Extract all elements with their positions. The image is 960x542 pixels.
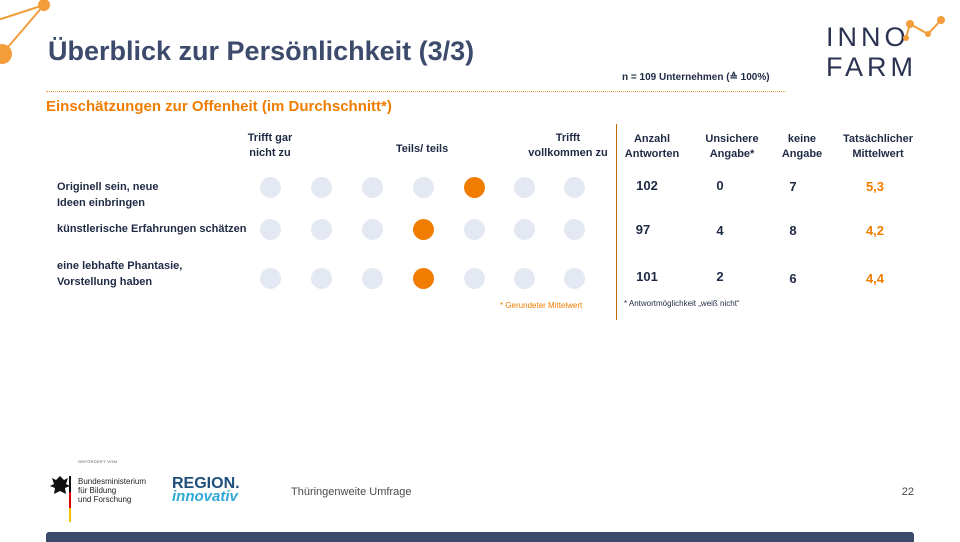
rating-dot (464, 268, 485, 289)
footer-survey-title: Thüringenweite Umfrage (291, 486, 412, 498)
none-value: 6 (789, 271, 797, 286)
page-title: Überblick zur Persönlichkeit (3/3) (48, 36, 475, 66)
scale-header-low: Trifft gar nicht zu (247, 132, 293, 159)
rating-dot (514, 268, 535, 289)
row-label: eine lebhafte Phantasie, Vorstellung hab… (57, 260, 183, 288)
answers-value: 102 (636, 178, 658, 193)
rounded-mean-note: * Gerundeter Mittelwert (500, 301, 583, 310)
column-header-none: keine Angabe (781, 133, 823, 160)
logo-network-icon (903, 16, 945, 41)
rating-dot (311, 219, 332, 240)
logo-line2: FARM (826, 52, 918, 82)
unsure-value: 2 (716, 269, 724, 284)
actual-mean-value: 4,2 (865, 223, 885, 238)
rating-dot-selected (413, 219, 434, 240)
page-number: 22 (901, 486, 914, 498)
column-separator (616, 124, 617, 320)
logo-line1: INNO (826, 22, 910, 52)
rating-dot (260, 177, 281, 198)
section-subtitle: Einschätzungen zur Offenheit (im Durchsc… (46, 98, 392, 115)
column-header-answers: Anzahl Antworten (624, 133, 680, 160)
rating-dot (362, 219, 383, 240)
rating-dot (311, 268, 332, 289)
rating-dot-selected (464, 177, 485, 198)
ministry-name: Bundesministerium für Bildung und Forsch… (78, 477, 147, 504)
scale-header-mid: Teils/ teils (395, 143, 449, 155)
answers-value: 97 (635, 222, 651, 237)
unsure-value: 4 (716, 223, 724, 238)
row-label: künstlerische Erfahrungen schätzen (57, 223, 247, 235)
unsure-answer-note: * Antwortmöglichkeit „weiß nicht“ (624, 299, 740, 308)
network-decoration (0, 0, 50, 64)
none-value: 7 (789, 179, 797, 194)
divider-line (46, 91, 786, 92)
answers-value: 101 (636, 269, 658, 284)
actual-mean-value: 4,4 (865, 271, 885, 286)
actual-mean-value: 5,3 (865, 179, 885, 194)
rating-dot (564, 268, 585, 289)
rating-dot (514, 219, 535, 240)
rating-dot (464, 219, 485, 240)
column-header-actual-mean: Tatsächlicher Mittelwert (842, 133, 914, 160)
federal-eagle-icon (50, 476, 71, 522)
rating-dot (362, 268, 383, 289)
program-logo-line2: innovativ (172, 488, 238, 505)
rating-dot (260, 268, 281, 289)
bottom-bar (46, 532, 914, 542)
rating-dot (260, 219, 281, 240)
rating-dot (362, 177, 383, 198)
rating-dot (413, 177, 434, 198)
program-logo-line1: REGION. (172, 475, 240, 492)
rating-dot (564, 177, 585, 198)
unsure-value: 0 (716, 178, 724, 193)
rating-dot (564, 219, 585, 240)
rating-dot-selected (413, 268, 434, 289)
column-header-unsure: Unsichere Angabe* (705, 133, 759, 160)
rating-dot (514, 177, 535, 198)
funded-by-label: GEFÖRDERT VOM (78, 459, 118, 464)
none-value: 8 (789, 223, 797, 238)
row-label: Originell sein, neue Ideen einbringen (57, 181, 159, 209)
rating-dot (311, 177, 332, 198)
scale-header-high: Trifft vollkommen zu (528, 132, 608, 159)
sample-size-note: n = 109 Unternehmen (≙ 100%) (622, 72, 770, 83)
